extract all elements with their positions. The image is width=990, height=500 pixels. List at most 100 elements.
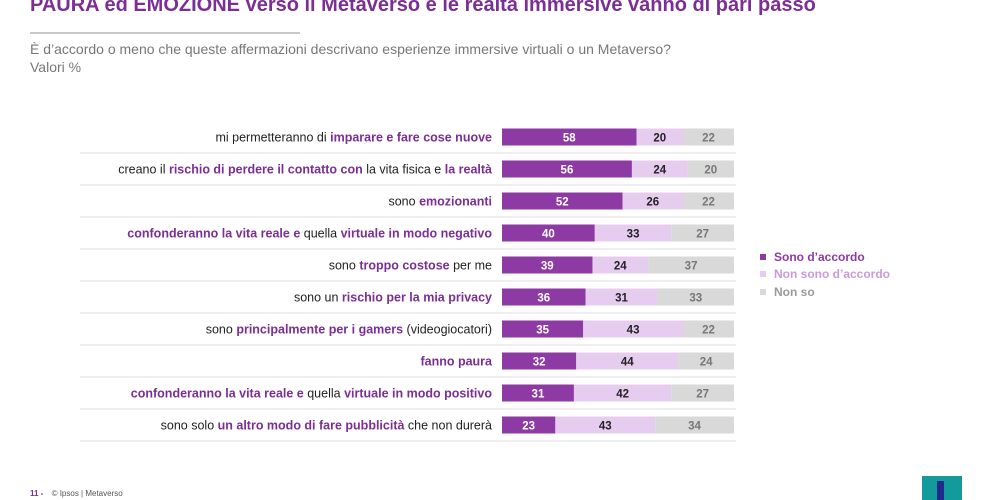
units-note: Valori % (30, 59, 82, 75)
data-label-disagree: 43 (599, 421, 612, 433)
bar-segment-disagree (636, 128, 683, 146)
ipsos-logo-mark (937, 481, 944, 500)
data-label-dontknow: 24 (700, 357, 713, 369)
bar-segment-disagree (594, 224, 672, 242)
category-label-part: principalmente per i gamers (236, 323, 403, 337)
data-label-disagree: 24 (614, 261, 627, 273)
data-label-disagree: 26 (646, 197, 659, 209)
category-label: creano il rischio di perdere il contatto… (118, 163, 492, 177)
category-label-part: sono (329, 259, 360, 273)
legend-swatch-dontknow (760, 288, 766, 295)
bar-segment-dontknow (687, 160, 734, 178)
bar-segment-disagree (631, 160, 688, 178)
category-label-part: quella (300, 227, 340, 241)
legend-item-agree: Sono d’accordo (760, 248, 890, 266)
category-label-part: sono solo (161, 419, 218, 433)
bar-segment-agree (502, 416, 556, 434)
category-label-part: la vita fisica e (363, 163, 445, 177)
category-label-part: confonderanno la vita reale e (131, 387, 304, 401)
data-label-agree: 58 (563, 133, 576, 145)
bar-segment-agree (502, 288, 586, 306)
data-label-dontknow: 22 (702, 133, 715, 145)
data-label-dontknow: 37 (685, 261, 698, 273)
category-label-part: imparare e fare cose nuove (330, 131, 492, 145)
data-label-disagree: 31 (615, 293, 628, 305)
data-label-dontknow: 22 (702, 197, 715, 209)
category-label-part: rischio di perdere il contatto con (169, 163, 363, 177)
data-label-agree: 31 (532, 389, 545, 401)
data-label-disagree: 20 (653, 133, 666, 145)
category-label-part: emozionanti (419, 195, 492, 209)
data-label-agree: 36 (537, 293, 550, 305)
copyright-text: © Ipsos | Metaverso (51, 489, 123, 498)
data-label-dontknow: 22 (702, 325, 715, 337)
bar-segment-agree (502, 320, 584, 338)
bar-segment-disagree (583, 320, 683, 338)
bar-segment-dontknow (671, 224, 734, 242)
data-label-dontknow: 20 (704, 165, 717, 177)
bar-segment-dontknow (682, 128, 734, 146)
category-label: mi permetteranno di imparare e fare cose… (215, 131, 492, 145)
category-label-part: un altro modo di fare pubblicità (218, 419, 405, 433)
legend-label-agree: Sono d’accordo (774, 249, 865, 264)
legend-swatch-disagree (760, 271, 766, 278)
bar-segment-disagree (576, 352, 679, 370)
category-label-part: sono (206, 323, 237, 337)
question-text: È d’accordo o meno che queste affermazio… (30, 41, 671, 57)
category-label-part: sono un (294, 291, 342, 305)
title-underline (30, 32, 300, 34)
data-label-agree: 32 (533, 357, 546, 369)
page-number: 11 - (30, 489, 44, 498)
data-label-agree: 39 (541, 261, 554, 273)
category-label-part: confonderanno la vita reale e (127, 227, 300, 241)
category-label-part: troppo costose (359, 259, 449, 273)
data-label-disagree: 42 (616, 389, 629, 401)
category-label-part: rischio per la mia privacy (342, 291, 492, 305)
legend-item-dontknow: Non so (760, 283, 890, 301)
bar-segment-dontknow (671, 384, 734, 402)
bar-segment-agree (502, 224, 595, 242)
category-label-part: (videogiocatori) (403, 323, 492, 337)
category-label: sono emozionanti (388, 195, 492, 209)
legend-label-dontknow: Non so (774, 284, 815, 299)
bar-segment-disagree (592, 256, 649, 274)
category-label: sono troppo costose per me (329, 259, 492, 273)
bar-segment-disagree (573, 384, 672, 402)
category-label-part: virtuale in modo negativo (341, 227, 493, 241)
bar-segment-disagree (555, 416, 656, 434)
category-label-part: virtuale in modo positivo (344, 387, 492, 401)
bar-segment-agree (502, 384, 574, 402)
legend-swatch-agree (760, 253, 766, 260)
data-label-agree: 40 (542, 229, 555, 241)
data-label-dontknow: 33 (689, 293, 702, 305)
data-label-dontknow: 27 (696, 229, 709, 241)
bar-segment-disagree (585, 288, 658, 306)
footer: 11 - © Ipsos | Metaverso (30, 489, 123, 498)
category-label-part: creano il (118, 163, 169, 177)
category-label-part: fanno paura (420, 355, 493, 369)
chart-subtitle: È d’accordo o meno che queste affermazio… (30, 40, 930, 76)
category-label-part: quella (304, 387, 344, 401)
data-label-disagree: 33 (627, 229, 640, 241)
category-label: fanno paura (420, 355, 493, 369)
bar-segment-dontknow (678, 352, 734, 370)
bar-segment-agree (502, 192, 623, 210)
data-label-dontknow: 27 (696, 389, 709, 401)
category-label-part: la realtà (445, 163, 492, 177)
bar-segment-agree (502, 128, 637, 146)
data-label-agree: 23 (522, 421, 535, 433)
data-label-agree: 35 (536, 325, 549, 337)
bar-segment-agree (502, 256, 593, 274)
category-label: confonderanno la vita reale e quella vir… (127, 227, 492, 241)
legend-item-disagree: Non sono d’accordo (760, 266, 890, 284)
data-label-dontknow: 34 (688, 421, 701, 433)
data-label-agree: 56 (561, 165, 574, 177)
category-label: sono principalmente per i gamers (videog… (206, 323, 492, 337)
bar-segment-dontknow (657, 288, 734, 306)
bar-segment-disagree (622, 192, 683, 210)
data-label-disagree: 24 (653, 165, 666, 177)
bar-segment-dontknow (682, 320, 734, 338)
category-label: sono un rischio per la mia privacy (294, 291, 492, 305)
bar-segment-agree (502, 160, 632, 178)
category-label-part: che non durerà (404, 419, 492, 433)
